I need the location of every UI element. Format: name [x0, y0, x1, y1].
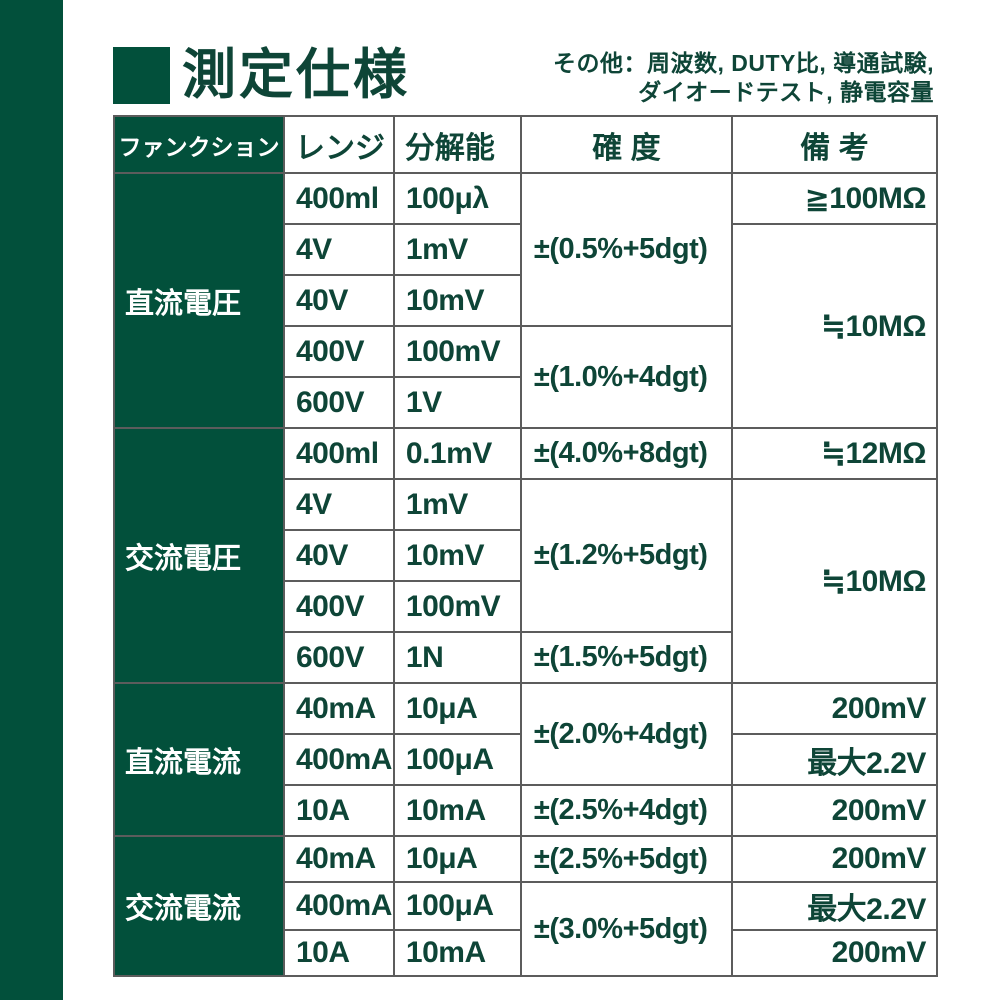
table-row: 4V 1mV ≒10MΩ — [114, 223, 938, 429]
accuracy-cell: ±(2.5%+4dgt) — [519, 784, 733, 837]
resolution-cell: 10μA — [392, 682, 522, 735]
header-row: ファンクション レンジ 分解能 確 度 備 考 — [113, 115, 938, 174]
table-row: 交流電流 40mA 10μA ±(2.5%+5dgt) 200mV — [113, 835, 938, 977]
left-green-bar — [0, 0, 63, 1000]
table-row: 400V 100mV — [114, 580, 937, 633]
accuracy-cell: ±(1.5%+5dgt) — [519, 631, 733, 684]
header-remarks: 備 考 — [730, 115, 938, 174]
accuracy-cell: ±(2.0%+4dgt) — [519, 682, 733, 786]
title-block: 測定仕様 — [113, 46, 410, 104]
resolution-cell: 1mV — [392, 478, 522, 531]
range-cell: 40mA — [283, 835, 395, 883]
resolution-cell: 100μA — [392, 881, 522, 931]
table-row: 4V 1mV ±(1.2%+5dgt) ≒10MΩ — [114, 478, 938, 684]
range-cell: 400V — [283, 580, 395, 633]
table-row: 40V 10mV — [114, 529, 937, 582]
range-cell: 40V — [283, 529, 395, 582]
range-cell: 600V — [283, 376, 395, 429]
range-cell: 400ml — [283, 172, 395, 225]
header-function: ファンクション — [113, 115, 285, 174]
resolution-cell: 100μλ — [392, 172, 522, 225]
range-cell: 40V — [283, 274, 395, 327]
table-row: 600V 1V — [114, 376, 937, 429]
accuracy-cell: ±(3.0%+5dgt) — [519, 881, 733, 977]
remark-cell: 200mV — [730, 682, 938, 735]
resolution-cell: 1N — [392, 631, 522, 684]
remark-cell: ≒10MΩ — [730, 478, 938, 684]
page-title: 測定仕様 — [182, 45, 410, 105]
resolution-cell: 10μA — [392, 835, 522, 883]
resolution-cell: 10mV — [392, 274, 522, 327]
remark-cell: 200mV — [730, 784, 938, 837]
table-row: 10A 10mA ±(2.5%+4dgt) 200mV — [114, 784, 938, 837]
table-row: 直流電流 40mA 10μA ±(2.0%+4dgt) 200mV — [113, 682, 938, 837]
resolution-cell: 1mV — [392, 223, 522, 276]
range-cell: 10A — [283, 929, 395, 977]
resolution-cell: 1V — [392, 376, 522, 429]
remark-cell: 最大2.2V — [730, 881, 938, 931]
range-cell: 4V — [283, 478, 395, 531]
remark-cell: 最大2.2V — [730, 733, 938, 786]
header-resolution: 分解能 — [392, 115, 522, 174]
table-row: 400mA 100μA ±(3.0%+5dgt) 最大2.2V — [114, 881, 938, 977]
table-row: 交流電圧 400ml 0.1mV ±(4.0%+8dgt) ≒12MΩ — [113, 427, 938, 684]
function-cell-dc-voltage: 直流電圧 — [113, 172, 285, 429]
accuracy-cell: ±(2.5%+5dgt) — [519, 835, 733, 883]
other-functions-note: その他：周波数, DUTY比, 導通試験, ダイオードテスト, 静電容量 — [553, 49, 934, 107]
spec-table: ファンクション レンジ 分解能 確 度 備 考 直流電圧 400ml 100μλ… — [113, 115, 938, 977]
table-row: 40V 10mV — [114, 274, 937, 327]
title-marker-square — [113, 46, 170, 104]
range-cell: 10A — [283, 784, 395, 837]
function-cell-dc-current: 直流電流 — [113, 682, 285, 837]
remark-cell: ≒12MΩ — [730, 427, 938, 480]
function-cell-ac-current: 交流電流 — [113, 835, 285, 977]
header-range: レンジ — [283, 115, 395, 174]
resolution-cell: 10mA — [392, 784, 522, 837]
range-cell: 400ml — [283, 427, 395, 480]
resolution-cell: 100mV — [392, 325, 522, 378]
resolution-cell: 0.1mV — [392, 427, 522, 480]
accuracy-cell: ±(0.5%+5dgt) — [519, 172, 733, 327]
accuracy-cell: ±(1.2%+5dgt) — [519, 478, 733, 633]
range-cell: 400mA — [283, 881, 395, 931]
remark-cell: 200mV — [730, 835, 938, 883]
accuracy-cell: ±(4.0%+8dgt) — [519, 427, 733, 480]
table-row: 600V 1N ±(1.5%+5dgt) — [114, 631, 937, 684]
range-cell: 400V — [283, 325, 395, 378]
resolution-cell: 100μA — [392, 733, 522, 786]
range-cell: 400mA — [283, 733, 395, 786]
range-cell: 600V — [283, 631, 395, 684]
accuracy-cell: ±(1.0%+4dgt) — [519, 325, 733, 429]
function-cell-ac-voltage: 交流電圧 — [113, 427, 285, 684]
header-accuracy: 確 度 — [519, 115, 733, 174]
table-row: 400V 100mV ±(1.0%+4dgt) — [114, 325, 937, 429]
range-cell: 4V — [283, 223, 395, 276]
resolution-cell: 10mA — [392, 929, 522, 977]
remark-cell: ≧100MΩ — [730, 172, 938, 225]
note-line-2: ダイオードテスト, 静電容量 — [638, 79, 934, 105]
note-line-1: その他：周波数, DUTY比, 導通試験, — [552, 50, 934, 76]
table-row: 400mA 100μA 最大2.2V — [114, 733, 938, 786]
range-cell: 40mA — [283, 682, 395, 735]
resolution-cell: 10mV — [392, 529, 522, 582]
remark-cell: 200mV — [730, 929, 938, 977]
table-row: 10A 10mA 200mV — [114, 929, 938, 977]
remark-cell: ≒10MΩ — [730, 223, 938, 429]
resolution-cell: 100mV — [392, 580, 522, 633]
table-row: 直流電圧 400ml 100μλ ±(0.5%+5dgt) ≧100MΩ — [113, 172, 938, 429]
